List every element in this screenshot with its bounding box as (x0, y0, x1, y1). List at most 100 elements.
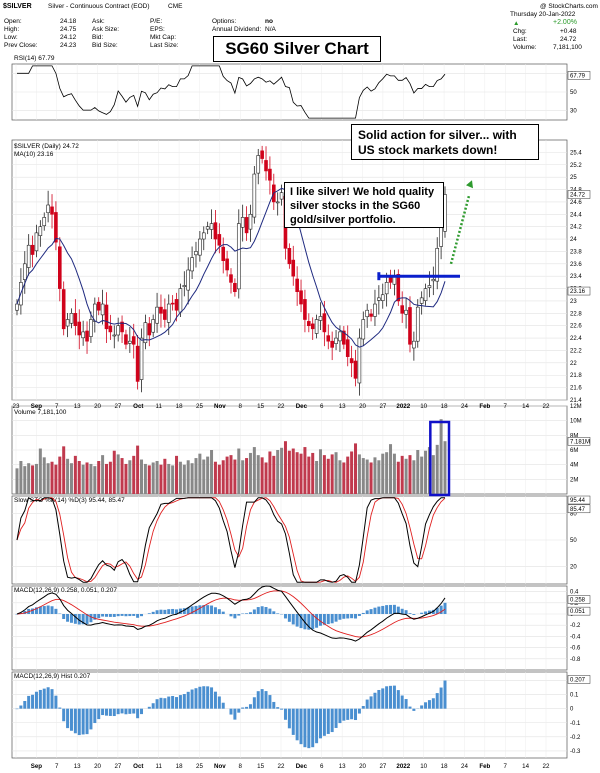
candle-body (93, 303, 97, 322)
macd-signal-tag-box (567, 606, 591, 616)
x-tick-label: 11 (155, 403, 162, 410)
candle-body (22, 263, 27, 280)
candle-body (396, 274, 401, 302)
volume-bar (385, 452, 389, 494)
candle-body (209, 223, 214, 230)
volume-last-tag: 7.181M (570, 439, 590, 445)
hist-bar (23, 701, 27, 709)
tick-label-macd: -0.8 (570, 657, 581, 663)
volume-bar (346, 456, 350, 494)
hist-bar (213, 691, 217, 709)
volume-label: Volume: (513, 44, 537, 51)
x-tick-label: 25 (196, 403, 203, 410)
macd-hist-bar (15, 614, 19, 615)
volume-bar (210, 450, 214, 494)
hist-bar (81, 708, 85, 735)
volume-bar (431, 455, 435, 494)
volume-bar (283, 441, 287, 494)
volume-bar (280, 447, 284, 494)
candle-body (412, 340, 416, 349)
macd-hist-bar (420, 612, 424, 614)
macd-hist-bar (342, 614, 346, 619)
hist-bar (338, 708, 342, 724)
tick-label-price: 24.6 (570, 200, 582, 206)
volume-bar (190, 463, 194, 494)
panel-title-hist: MACD(12,26,9) Hist 0.207 (14, 673, 91, 680)
volume-bar (416, 450, 420, 494)
x-tick-label: 8 (239, 403, 243, 410)
volume-bar (116, 454, 120, 494)
candle-body (275, 201, 280, 204)
candle-body (147, 323, 152, 336)
volume-bar (140, 459, 144, 494)
volume-bar (101, 455, 105, 494)
candle-body (233, 283, 237, 292)
x-tick-label: Oct (133, 403, 143, 410)
x-tick-label-bottom: 22 (278, 763, 285, 770)
dividend-label: Annual Dividend: (212, 26, 262, 33)
volume-bar (237, 448, 241, 494)
hist-bar (439, 687, 443, 709)
hist-bar (69, 708, 73, 731)
candle-body (139, 337, 144, 380)
panel-frame-price (11, 139, 568, 401)
candle-body (159, 306, 163, 314)
candle-body (345, 339, 350, 357)
hist-bar (381, 688, 385, 709)
volume-bar (194, 458, 198, 494)
macd-hist-bar (73, 614, 77, 624)
candle-body (342, 330, 346, 345)
candle-body (326, 335, 331, 342)
hist-bar (424, 702, 428, 709)
open-label: Open: (4, 18, 22, 25)
x-tick-label-bottom: 7 (504, 763, 508, 770)
candle-body (303, 299, 307, 320)
candle-body (155, 306, 159, 324)
high-label: High: (4, 26, 20, 33)
candle-body (205, 226, 210, 230)
volume-bar (299, 453, 303, 494)
candle-body (178, 288, 183, 313)
low-label: Low: (4, 34, 18, 41)
candle-body (295, 278, 299, 292)
candle-body (287, 248, 292, 265)
tick-label-hist: 0.1 (570, 693, 579, 699)
eps-label: EPS: (150, 26, 165, 33)
volume-bar (315, 461, 319, 494)
macd-hist-bar (424, 611, 428, 614)
volume-bar (365, 459, 369, 494)
hist-bar (330, 708, 334, 733)
volume-bar (338, 460, 342, 494)
volume-bar (186, 460, 190, 494)
macd-hist-bar (34, 607, 38, 614)
hist-bar (357, 708, 361, 714)
volume-bar (42, 457, 46, 494)
candle-body (307, 321, 311, 327)
hist-bar (140, 708, 144, 715)
candle-body (419, 297, 424, 304)
bidsize-label: Bid Size: (92, 42, 118, 49)
hist-bar (116, 708, 120, 715)
hist-bar (124, 708, 128, 715)
hist-bar (128, 708, 132, 714)
macd-hist-bar (268, 608, 272, 614)
hist-bar (229, 708, 233, 715)
candle-body (423, 288, 428, 301)
volume-bar (175, 455, 179, 494)
chart-header: $SILVER Silver - Continuous Contract (EO… (0, 0, 600, 62)
candle-body (15, 303, 19, 311)
macd-hist-bar (311, 614, 315, 630)
macd-hist-bar (217, 609, 221, 614)
hist-bar (280, 708, 284, 710)
volume-bar (303, 447, 307, 494)
volume-bar (361, 458, 365, 494)
volume-bar (97, 461, 101, 494)
x-tick-label-bottom: 8 (239, 763, 243, 770)
chg-value: +0.48 (560, 28, 577, 35)
macd-hist-bar (291, 614, 295, 625)
macd-hist-bar (206, 605, 210, 614)
tick-label-rsi: 30 (570, 109, 577, 115)
macd-hist-bar (54, 608, 58, 614)
macd-hist-bar (89, 614, 93, 623)
candle-body (380, 294, 385, 301)
